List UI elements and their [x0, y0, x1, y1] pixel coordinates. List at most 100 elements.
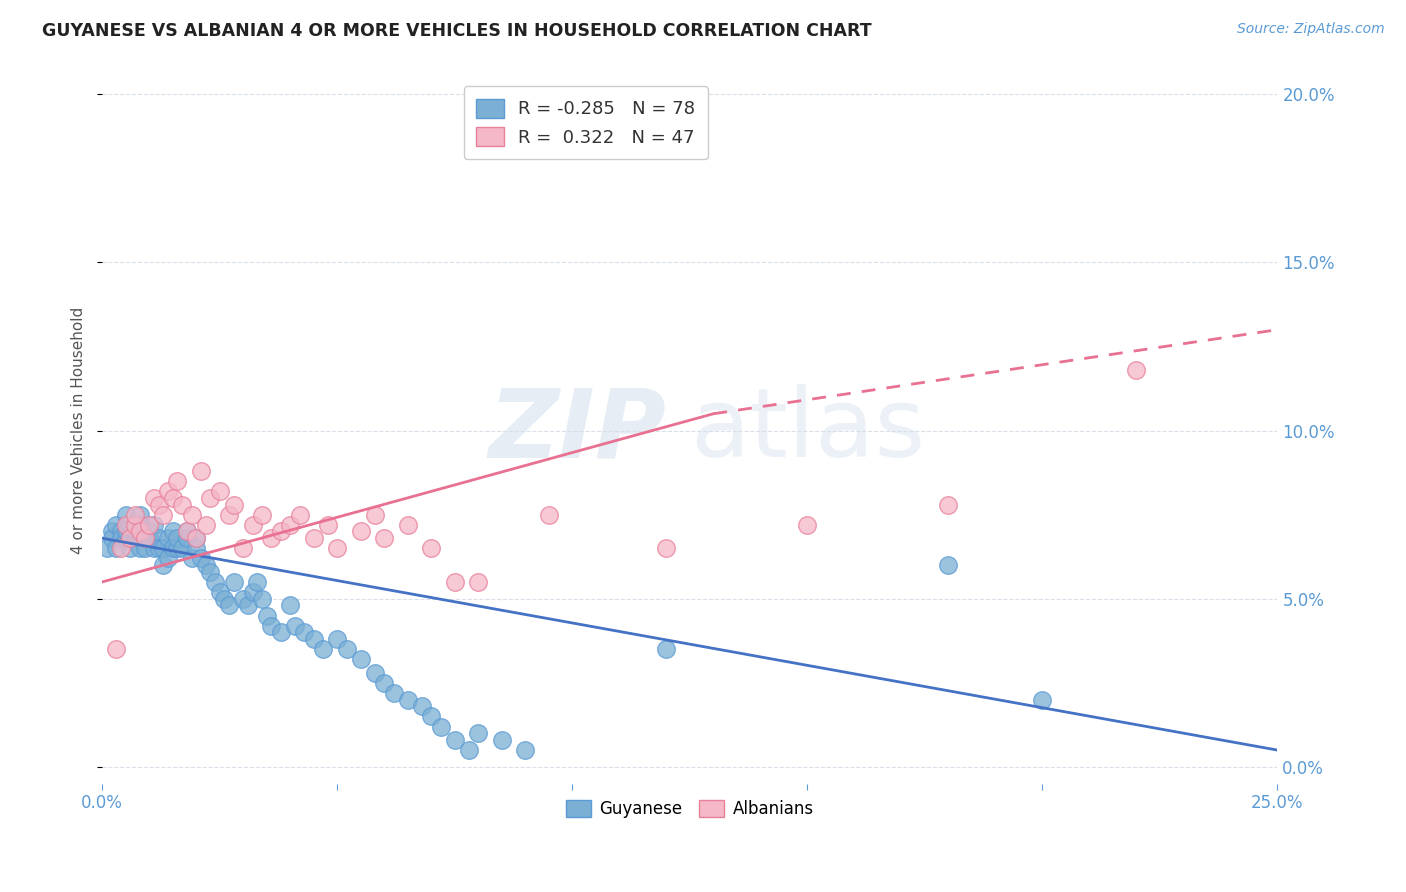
Point — [128, 508, 150, 522]
Point — [218, 508, 240, 522]
Point — [236, 599, 259, 613]
Point — [162, 524, 184, 539]
Point — [114, 531, 136, 545]
Point — [936, 558, 959, 573]
Point — [284, 618, 307, 632]
Point — [114, 517, 136, 532]
Point — [218, 599, 240, 613]
Point — [120, 541, 142, 556]
Point — [373, 676, 395, 690]
Point — [457, 743, 479, 757]
Point — [270, 524, 292, 539]
Point — [796, 517, 818, 532]
Point — [373, 531, 395, 545]
Point — [316, 517, 339, 532]
Point — [110, 541, 132, 556]
Point — [162, 491, 184, 505]
Point — [515, 743, 537, 757]
Point — [250, 591, 273, 606]
Point — [214, 591, 236, 606]
Point — [142, 491, 165, 505]
Point — [105, 541, 128, 556]
Point — [120, 531, 142, 545]
Text: ZIP: ZIP — [488, 384, 666, 477]
Point — [411, 699, 433, 714]
Point — [134, 541, 156, 556]
Point — [128, 541, 150, 556]
Point — [200, 491, 222, 505]
Point — [152, 558, 174, 573]
Point — [110, 524, 132, 539]
Point — [138, 531, 160, 545]
Point — [222, 498, 245, 512]
Point — [152, 541, 174, 556]
Point — [157, 551, 180, 566]
Point — [186, 541, 208, 556]
Point — [166, 531, 188, 545]
Point — [186, 531, 208, 545]
Point — [176, 524, 198, 539]
Point — [302, 632, 325, 646]
Point — [278, 599, 301, 613]
Point — [655, 541, 678, 556]
Point — [350, 524, 373, 539]
Point — [936, 498, 959, 512]
Point — [110, 531, 132, 545]
Point — [537, 508, 560, 522]
Point — [396, 517, 419, 532]
Point — [246, 574, 269, 589]
Point — [260, 531, 283, 545]
Point — [232, 541, 254, 556]
Point — [443, 574, 465, 589]
Point — [194, 558, 217, 573]
Point — [134, 531, 156, 545]
Point — [242, 585, 264, 599]
Point — [208, 585, 231, 599]
Point — [396, 692, 419, 706]
Point — [100, 524, 122, 539]
Point — [148, 498, 170, 512]
Point — [288, 508, 311, 522]
Point — [336, 642, 359, 657]
Point — [312, 642, 335, 657]
Point — [138, 524, 160, 539]
Point — [124, 531, 146, 545]
Point — [655, 642, 678, 657]
Point — [176, 531, 198, 545]
Point — [190, 464, 212, 478]
Point — [105, 642, 128, 657]
Point — [292, 625, 315, 640]
Point — [120, 517, 142, 532]
Point — [382, 686, 405, 700]
Point — [194, 517, 217, 532]
Point — [250, 508, 273, 522]
Point — [148, 531, 170, 545]
Point — [326, 632, 349, 646]
Point — [350, 652, 373, 666]
Point — [172, 498, 194, 512]
Text: Source: ZipAtlas.com: Source: ZipAtlas.com — [1237, 22, 1385, 37]
Point — [208, 484, 231, 499]
Point — [176, 524, 198, 539]
Point — [152, 508, 174, 522]
Point — [1125, 363, 1147, 377]
Point — [124, 524, 146, 539]
Point — [278, 517, 301, 532]
Point — [190, 551, 212, 566]
Point — [222, 574, 245, 589]
Point — [166, 541, 188, 556]
Point — [260, 618, 283, 632]
Point — [134, 531, 156, 545]
Point — [1031, 692, 1053, 706]
Point — [128, 524, 150, 539]
Point — [443, 733, 465, 747]
Point — [142, 541, 165, 556]
Point — [242, 517, 264, 532]
Point — [491, 733, 513, 747]
Point — [186, 531, 208, 545]
Text: GUYANESE VS ALBANIAN 4 OR MORE VEHICLES IN HOUSEHOLD CORRELATION CHART: GUYANESE VS ALBANIAN 4 OR MORE VEHICLES … — [42, 22, 872, 40]
Point — [232, 591, 254, 606]
Point — [467, 726, 489, 740]
Point — [364, 508, 387, 522]
Point — [114, 524, 136, 539]
